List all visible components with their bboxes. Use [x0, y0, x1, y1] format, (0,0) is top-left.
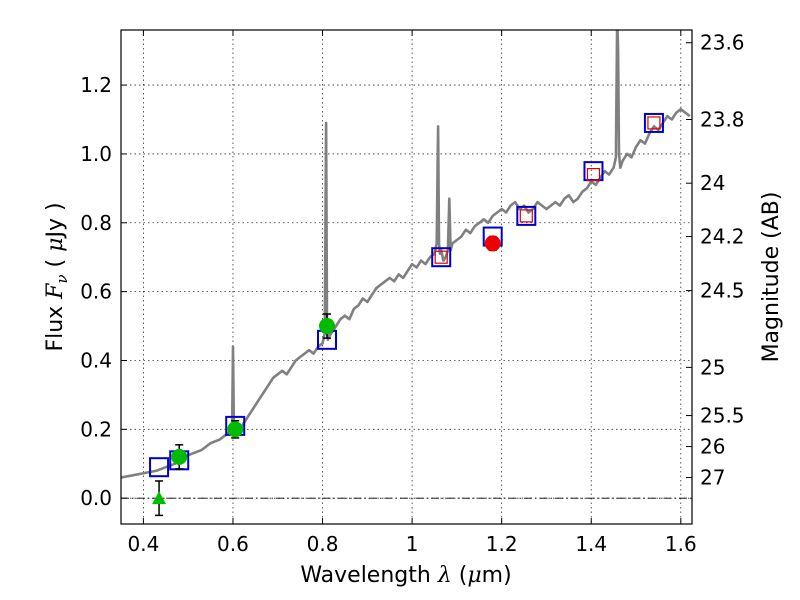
mag-tick-label: 23.8: [700, 108, 745, 132]
plot-frame: [120, 29, 693, 525]
x-tick-label: 1.6: [665, 532, 697, 556]
x-tick-label: 1.4: [575, 532, 607, 556]
model-photometry-square: [149, 457, 170, 478]
x-tick-label: 1: [406, 532, 419, 556]
y-axis-label: Flux Fν ( μJy ): [43, 202, 71, 351]
model-photometry-square: [431, 247, 452, 268]
x-tick-label: 0.4: [127, 532, 159, 556]
spectrum-photometry-square: [434, 250, 448, 264]
data-point: [319, 318, 336, 335]
mag-tick-label: 24.2: [700, 225, 745, 249]
x-tick-label: 0.6: [217, 532, 249, 556]
mag-tick-label: 27: [700, 466, 725, 490]
mag-tick-label: 23.6: [700, 31, 745, 55]
mag-tick-label: 26: [700, 435, 725, 459]
x-tick-label: 1.2: [486, 532, 518, 556]
mag-tick-label: 25: [700, 355, 725, 379]
spectrum-photometry-square: [586, 167, 601, 182]
spectrum-photometry-square: [647, 116, 661, 130]
y-tick-label: 1.0: [80, 142, 112, 166]
mag-tick-label: 25.5: [700, 404, 745, 428]
y-tick-label: 0.6: [80, 280, 112, 304]
marks-layer: [149, 112, 664, 517]
data-point: [484, 235, 501, 252]
model-photometry-square: [643, 112, 664, 133]
y-tick-label: 0.4: [80, 348, 112, 372]
ticks-layer: 0.4 0.6 0.8 1 1.2 1.4 1.6 0.0 0.2 0.4 0.6 0.8 1.0 1.2…: [80, 30, 745, 556]
y2-axis-label: Magnitude (AB): [759, 192, 784, 363]
y-tick-label: 0.8: [80, 211, 112, 235]
model-photometry-square: [516, 205, 537, 226]
y-tick-label: 0.0: [80, 486, 112, 510]
x-axis-label: Wavelength λ (μm): [300, 563, 511, 588]
data-point: [171, 448, 188, 465]
mag-tick-label: 24.5: [700, 279, 745, 303]
data-point: [227, 421, 244, 438]
y-tick-label: 1.2: [80, 73, 112, 97]
spectrum-line: [121, 30, 691, 479]
grid-layer: [121, 30, 692, 524]
upper-limit-triangle: [152, 491, 167, 505]
y-tick-label: 0.2: [80, 417, 112, 441]
spectrum-photometry-square: [519, 209, 533, 223]
x-tick-label: 0.8: [307, 532, 339, 556]
mag-tick-label: 24: [700, 171, 725, 195]
